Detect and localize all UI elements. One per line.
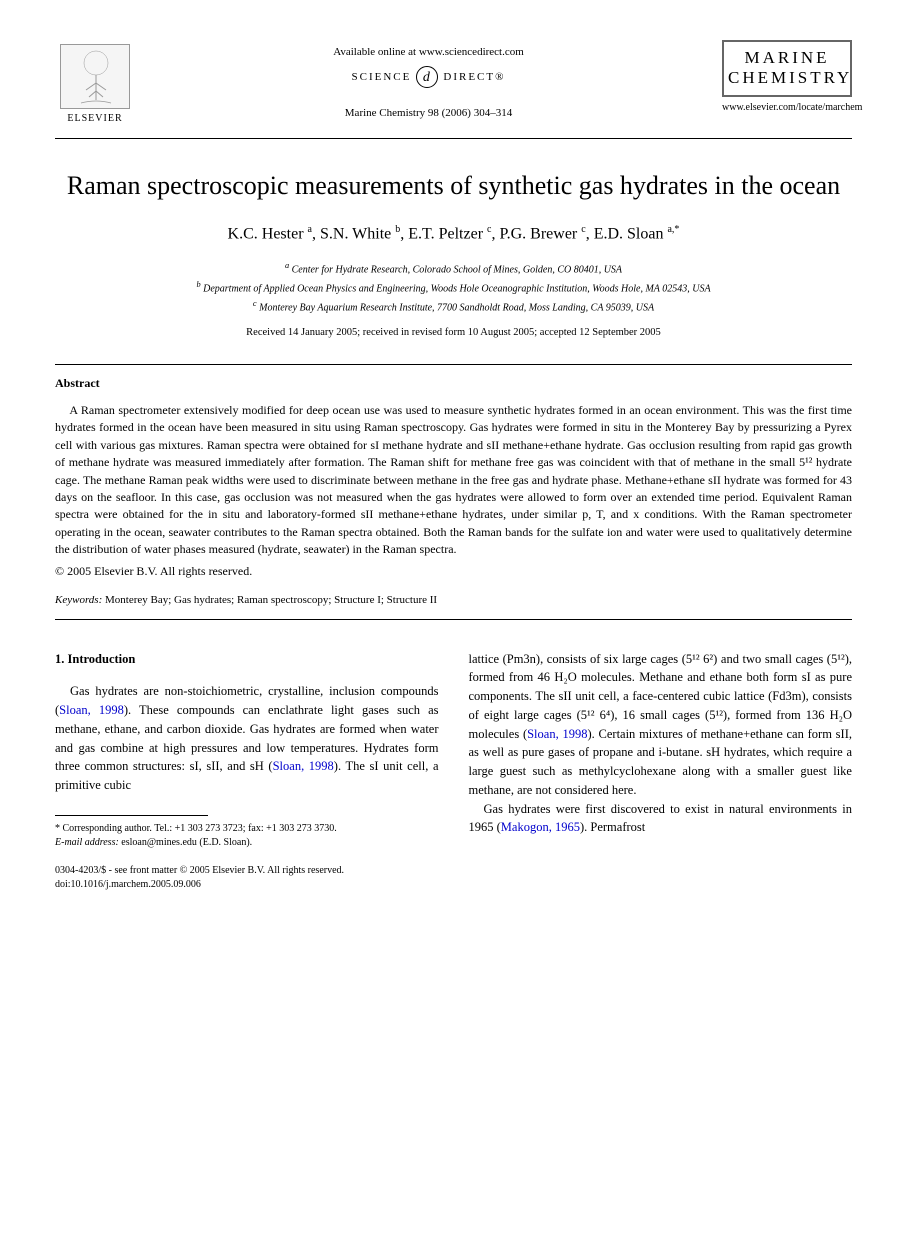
footnote-separator bbox=[55, 815, 208, 816]
affiliations-list: a Center for Hydrate Research, Colorado … bbox=[55, 260, 852, 316]
journal-name-box: MARINE CHEMISTRY bbox=[722, 40, 852, 97]
right-column: lattice (Pm3n), consists of six large ca… bbox=[469, 650, 853, 850]
citation-sloan-1[interactable]: Sloan, 1998 bbox=[59, 703, 124, 717]
sciencedirect-brand: SCIENCE d DIRECT® bbox=[135, 66, 722, 88]
intro-para-1: Gas hydrates are non-stoichiometric, cry… bbox=[55, 682, 439, 795]
citation-sloan-2[interactable]: Sloan, 1998 bbox=[273, 759, 334, 773]
abstract-content: A Raman spectrometer extensively modifie… bbox=[55, 403, 852, 556]
abstract-heading: Abstract bbox=[55, 375, 852, 392]
citation-makogon[interactable]: Makogon, 1965 bbox=[501, 820, 580, 834]
keywords-line: Keywords: Monterey Bay; Gas hydrates; Ra… bbox=[55, 593, 852, 608]
doi-line: doi:10.1016/j.marchem.2005.09.006 bbox=[55, 878, 852, 892]
issn-line: 0304-4203/$ - see front matter © 2005 El… bbox=[55, 864, 852, 878]
abstract-bottom-rule bbox=[55, 619, 852, 620]
abstract-top-rule bbox=[55, 364, 852, 365]
p2-post: ). Permafrost bbox=[580, 820, 645, 834]
left-column: 1. Introduction Gas hydrates are non-sto… bbox=[55, 650, 439, 850]
page-header: ELSEVIER Available online at www.science… bbox=[55, 40, 852, 130]
corresponding-author-note: * Corresponding author. Tel.: +1 303 273… bbox=[55, 822, 439, 836]
section-heading: 1. Introduction bbox=[55, 650, 439, 669]
email-line: E-mail address: esloan@mines.edu (E.D. S… bbox=[55, 836, 439, 850]
intro-para-2: Gas hydrates were first discovered to ex… bbox=[469, 800, 853, 838]
affiliation-line: b Department of Applied Ocean Physics an… bbox=[55, 279, 852, 296]
abstract-copyright: © 2005 Elsevier B.V. All rights reserved… bbox=[55, 563, 852, 580]
journal-name-line2: CHEMISTRY bbox=[728, 68, 846, 88]
body-columns: 1. Introduction Gas hydrates are non-sto… bbox=[55, 650, 852, 850]
article-dates: Received 14 January 2005; received in re… bbox=[55, 326, 852, 341]
elsevier-tree-icon bbox=[60, 44, 130, 109]
authors-list: K.C. Hester a, S.N. White b, E.T. Peltze… bbox=[55, 223, 852, 246]
affiliation-line: c Monterey Bay Aquarium Research Institu… bbox=[55, 298, 852, 315]
publisher-name: ELSEVIER bbox=[67, 112, 122, 126]
affiliation-line: a Center for Hydrate Research, Colorado … bbox=[55, 260, 852, 277]
email-address: esloan@mines.edu (E.D. Sloan). bbox=[119, 837, 252, 848]
footnotes: * Corresponding author. Tel.: +1 303 273… bbox=[55, 822, 439, 850]
header-rule bbox=[55, 138, 852, 139]
journal-name-line1: MARINE bbox=[728, 48, 846, 68]
header-center: Available online at www.sciencedirect.co… bbox=[135, 40, 722, 122]
journal-reference: Marine Chemistry 98 (2006) 304–314 bbox=[135, 106, 722, 121]
journal-logo: MARINE CHEMISTRY www.elsevier.com/locate… bbox=[722, 40, 852, 115]
keywords-label: Keywords: bbox=[55, 594, 102, 606]
article-title: Raman spectroscopic measurements of synt… bbox=[55, 169, 852, 203]
intro-para-1-cont: lattice (Pm3n), consists of six large ca… bbox=[469, 650, 853, 800]
sd-text-right: DIRECT® bbox=[443, 70, 505, 85]
keywords-text: Monterey Bay; Gas hydrates; Raman spectr… bbox=[102, 594, 437, 606]
publisher-logo: ELSEVIER bbox=[55, 40, 135, 130]
sd-text-left: SCIENCE bbox=[352, 70, 412, 85]
citation-sloan-3[interactable]: Sloan, 1998 bbox=[527, 727, 587, 741]
email-label: E-mail address: bbox=[55, 837, 119, 848]
page-footer: 0304-4203/$ - see front matter © 2005 El… bbox=[55, 864, 852, 892]
abstract-text: A Raman spectrometer extensively modifie… bbox=[55, 402, 852, 559]
available-online-text: Available online at www.sciencedirect.co… bbox=[135, 45, 722, 60]
sciencedirect-d-icon: d bbox=[416, 66, 438, 88]
journal-url: www.elsevier.com/locate/marchem bbox=[722, 101, 852, 115]
